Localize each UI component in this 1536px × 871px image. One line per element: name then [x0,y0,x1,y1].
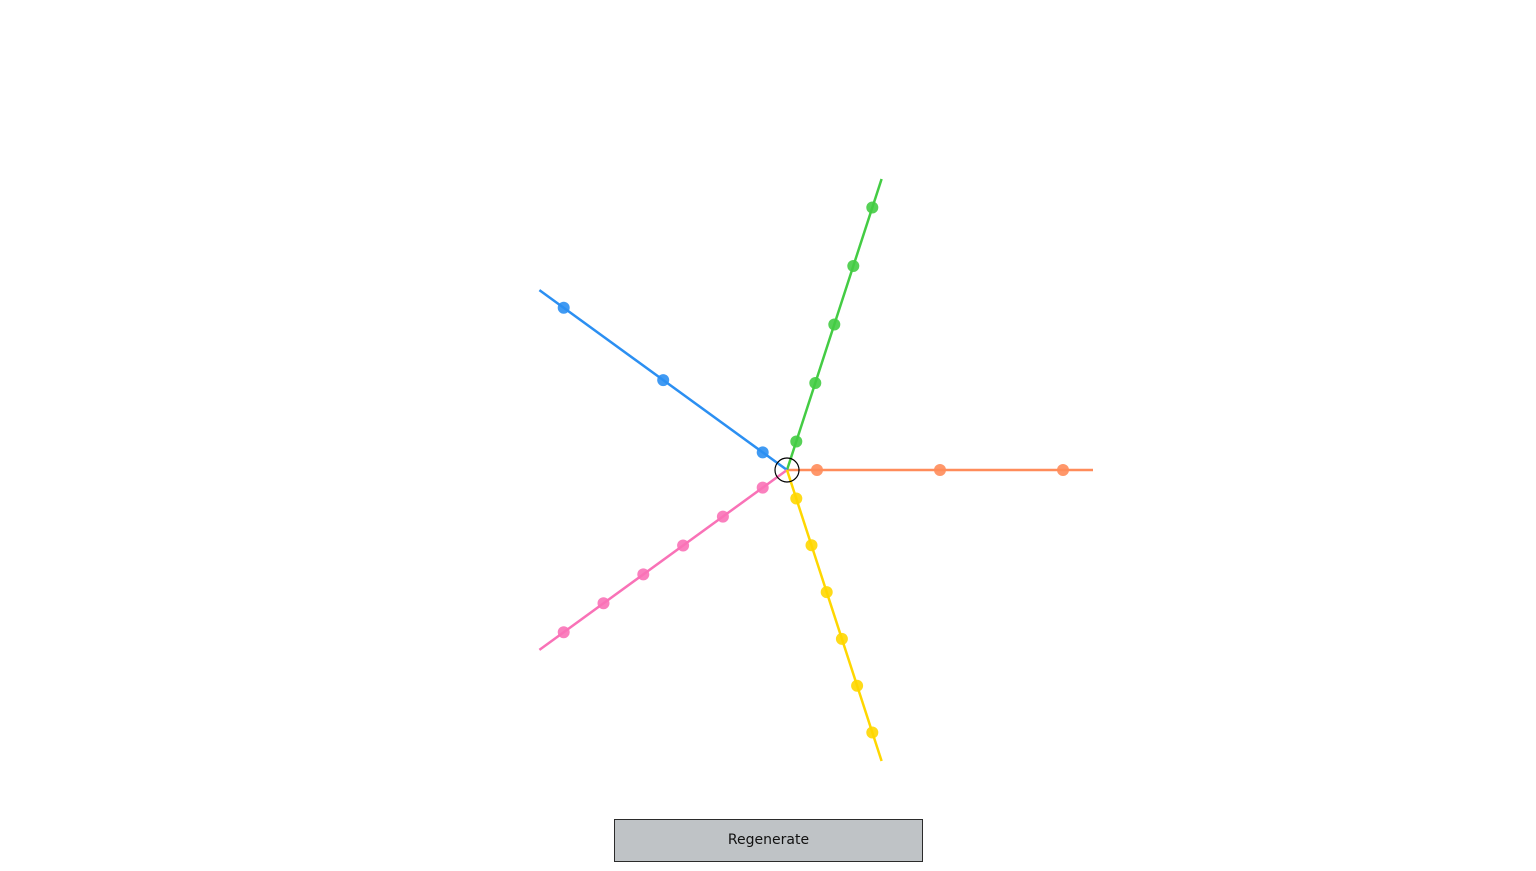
center-hub [774,457,800,483]
radial-spoke-diagram [538,178,1093,762]
green-spoke-dot [866,201,879,214]
pink-spoke-dot [557,626,570,639]
yellow-spoke-dot [820,586,833,599]
green-spoke [785,178,883,471]
yellow-spoke-dot [851,679,864,692]
blue-spoke-dot [756,446,769,459]
yellow-spoke-line [785,469,883,762]
blue-spoke-dot [657,374,670,387]
yellow-spoke-dot [835,632,848,645]
pink-spoke-dot [756,481,769,494]
green-spoke-dot [790,435,803,448]
blue-spoke [538,289,788,472]
pink-spoke-dot [597,597,610,610]
green-spoke-dot [847,260,860,272]
orange-spoke-dot [934,464,946,476]
yellow-spoke-dot [866,726,879,739]
yellow-spoke-dot [805,539,818,552]
pink-spoke [538,468,788,651]
orange-spoke-dot [811,464,823,476]
orange-spoke-dot [1057,464,1069,476]
yellow-spoke [785,469,883,762]
pink-spoke-dot [716,510,729,523]
green-spoke-dot [809,377,822,389]
regenerate-button[interactable]: Regenerate [614,819,923,862]
pink-spoke-dot [677,539,690,552]
orange-spoke [787,464,1093,476]
pink-spoke-dot [637,568,650,581]
blue-spoke-dot [557,301,570,314]
yellow-spoke-dot [790,492,803,505]
green-spoke-dot [828,318,841,331]
pink-spoke-line [538,468,788,651]
